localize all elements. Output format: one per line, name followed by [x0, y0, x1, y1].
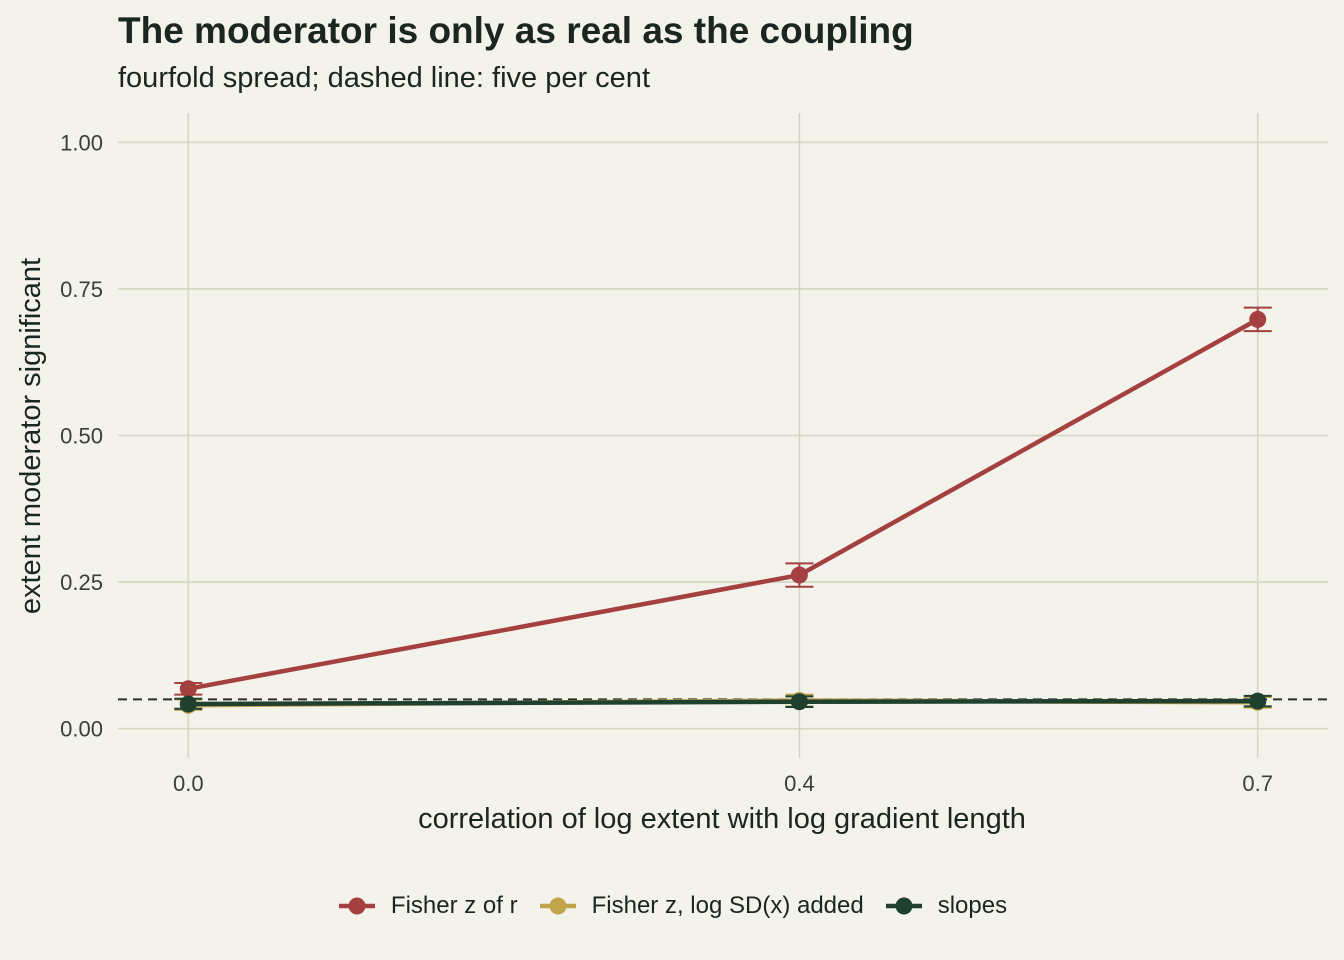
legend-item: slopes [884, 888, 1007, 924]
y-tick-label: 0.50 [60, 424, 103, 449]
legend-key [885, 897, 922, 915]
x-tick-label: 0.4 [784, 771, 815, 796]
legend-item: Fisher z, log SD(x) added [538, 888, 864, 924]
series-2 [174, 692, 1272, 713]
series-0 [174, 306, 1272, 698]
legend-key [338, 897, 375, 915]
y-tick-label: 1.00 [60, 130, 103, 155]
chart-title: The moderator is only as real as the cou… [118, 10, 914, 51]
y-tick-label: 0.25 [60, 570, 103, 595]
series-group [174, 306, 1272, 714]
x-axis-title: correlation of log extent with log gradi… [418, 803, 1026, 835]
legend-item: Fisher z of r [337, 888, 518, 924]
legend-key-point [549, 897, 567, 915]
x-tick-label: 0.0 [173, 771, 204, 796]
data-point [790, 566, 808, 584]
legend-label: slopes [937, 892, 1008, 919]
legend: Fisher z of r Fisher z, log SD(x) added sl… [0, 888, 1344, 924]
grid-lines [118, 113, 1328, 758]
legend-key-point [895, 897, 913, 915]
y-tick-label: 0.75 [60, 277, 103, 302]
legend-key [539, 897, 576, 915]
data-point [179, 680, 197, 698]
legend-label: Fisher z, log SD(x) added [591, 892, 864, 919]
chart-subtitle: fourfold spread; dashed line: five per c… [118, 62, 650, 94]
x-tick-label: 0.7 [1242, 771, 1273, 796]
data-point [179, 695, 197, 713]
legend-key-point [348, 897, 366, 915]
y-axis-title: extent moderator significant [15, 258, 47, 614]
y-tick-label: 0.00 [60, 717, 103, 742]
legend-label: Fisher z of r [390, 892, 518, 919]
data-point [1249, 310, 1267, 328]
axis-ticks: 0.00 0.25 0.50 0.75 1.00 0.0 0.4 0.7 [60, 130, 1273, 796]
data-point [1249, 692, 1267, 710]
data-point [790, 693, 808, 711]
series-line [187, 317, 1259, 692]
